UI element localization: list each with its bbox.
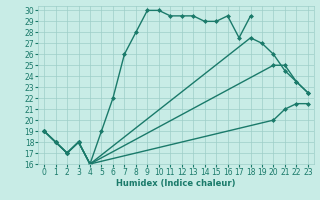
X-axis label: Humidex (Indice chaleur): Humidex (Indice chaleur) [116,179,236,188]
